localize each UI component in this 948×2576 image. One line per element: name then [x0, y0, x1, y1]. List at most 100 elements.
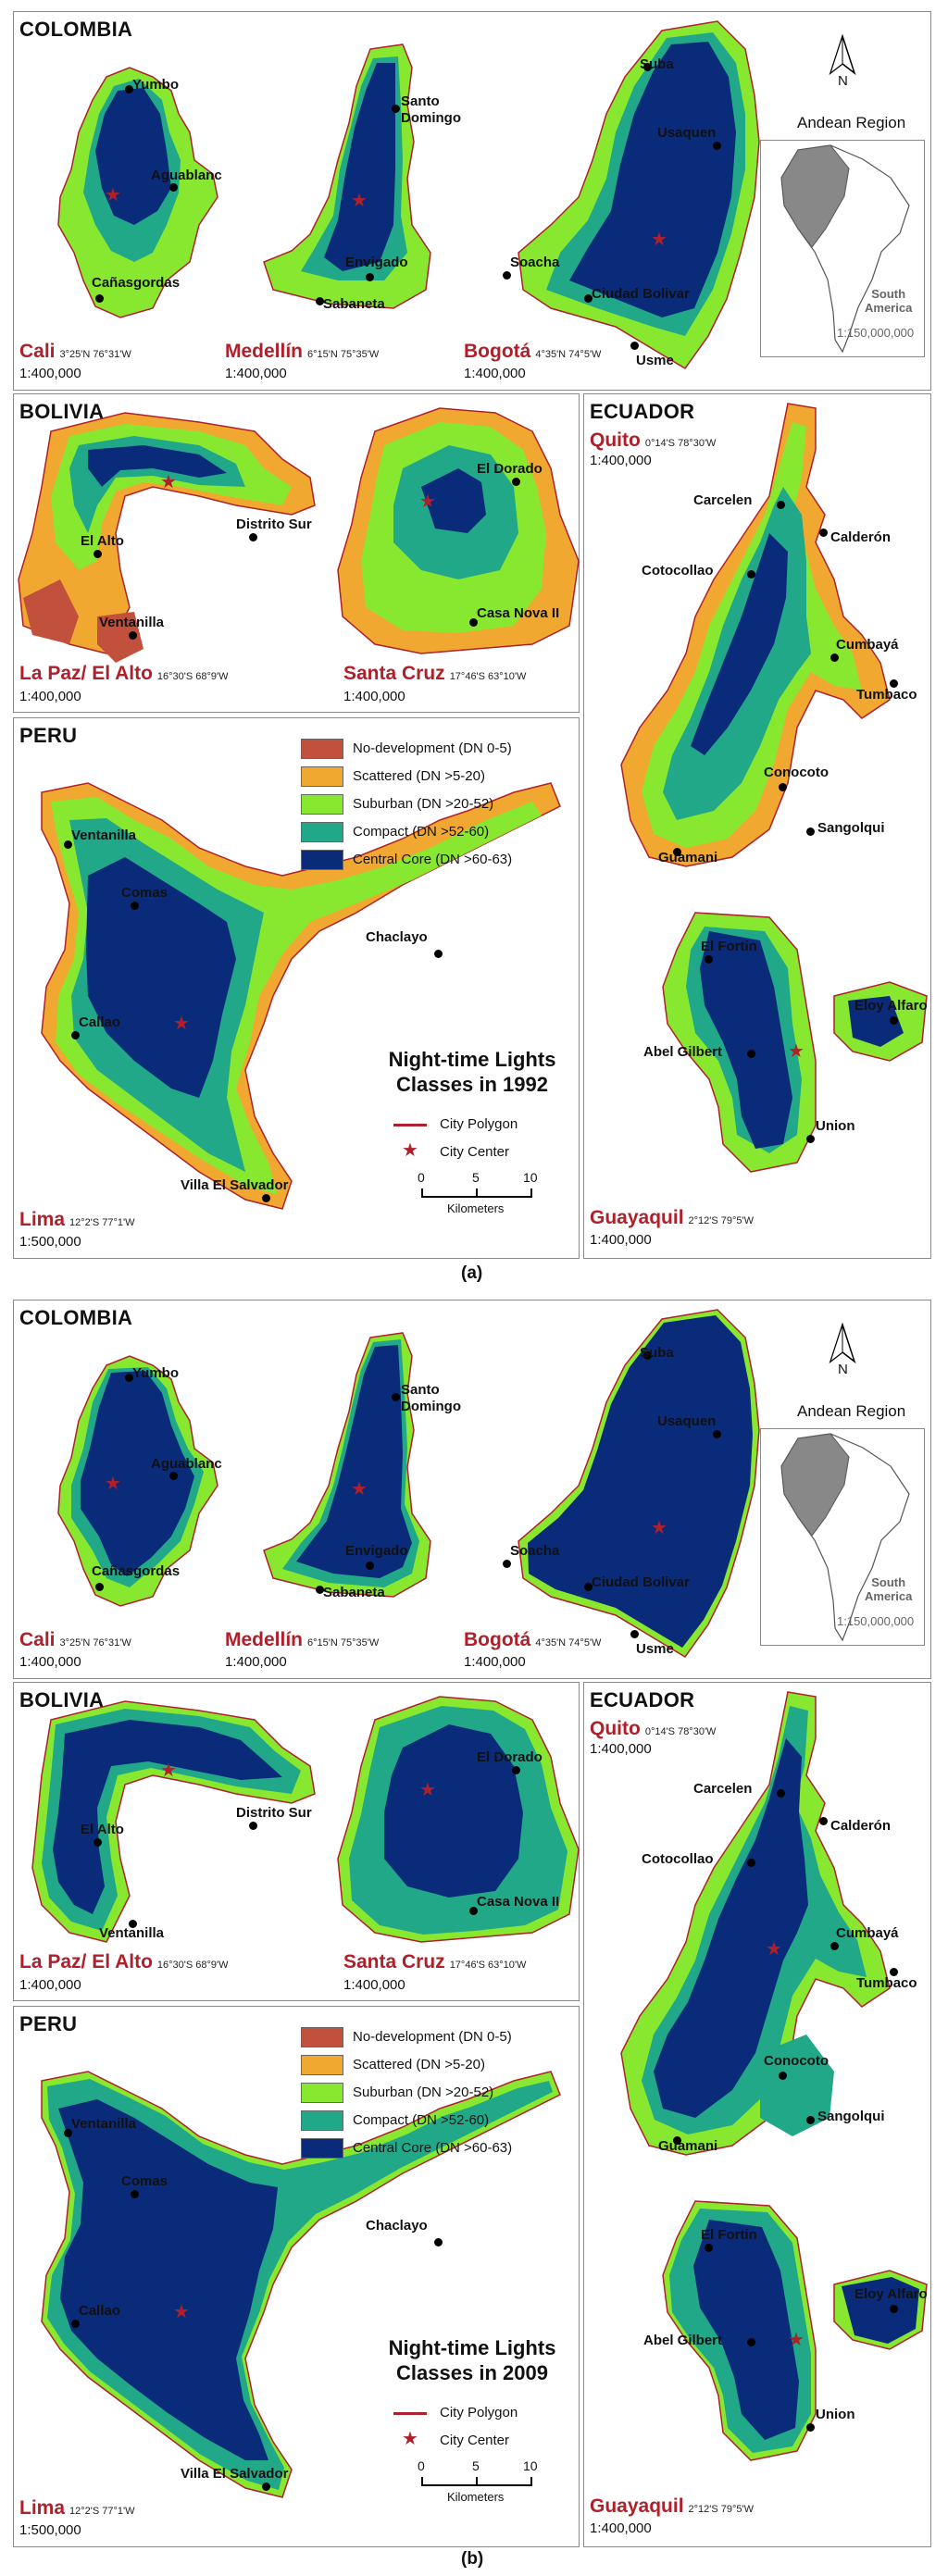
place-label: Carcelen [693, 492, 753, 508]
place-label: Callao [79, 1014, 121, 1030]
place-label: Usme [636, 1641, 674, 1657]
map-scale: 1:500,000 [19, 1234, 81, 1250]
city-point [316, 297, 324, 305]
place-label: Ciudad Bolivar [592, 286, 690, 302]
city-point [806, 828, 815, 836]
city-point [262, 2483, 270, 2491]
city-point [64, 2129, 72, 2137]
place-label: Union [816, 2407, 855, 2422]
scalebar-tick [530, 2477, 532, 2486]
city-name: Cali 3°25'N 76°31'W [19, 341, 131, 362]
map-scale: 1:400,000 [464, 1654, 526, 1670]
place-label: Usaquen [657, 125, 717, 141]
city-point [584, 294, 592, 303]
city-point [169, 1472, 178, 1480]
city-point [512, 478, 520, 486]
city-point [705, 955, 713, 964]
city-center-star: ★ [105, 1474, 121, 1494]
country-title: ECUADOR [590, 1688, 695, 1711]
peru-map [41, 782, 561, 1210]
place-label: Ventanilla [71, 2116, 137, 2132]
place-label: Soacha [510, 1543, 560, 1559]
city-point [777, 501, 785, 509]
city-name: Lima 12°2'S 77°1'W [19, 1209, 135, 1230]
place-label: Ciudad Bolivar [592, 1574, 690, 1590]
place-label: Chaclayo [366, 2218, 428, 2234]
place-label: Aguablanc [151, 168, 222, 183]
place-label: El Fortin [701, 939, 757, 954]
map-scale: 1:400,000 [225, 1654, 287, 1670]
city-point [392, 1393, 400, 1401]
city-point [469, 618, 478, 627]
south-america-outline [780, 1433, 910, 1642]
city-point [131, 902, 139, 910]
polygon-line-icon [393, 1123, 427, 1126]
scalebar-label: 0 [418, 1170, 425, 1185]
figure-caption: (b) [461, 2549, 484, 2569]
legend-item: No-development (DN 0-5) [301, 2027, 512, 2047]
city-name: La Paz/ El Alto 16°30'S 68°9'W [19, 1951, 229, 1972]
place-label: Cumbayá [836, 1925, 899, 1941]
city-name: Quito 0°14'S 78°30'W [590, 429, 717, 451]
legend-city-polygon: City Polygon [393, 2405, 518, 2420]
map-scale: 1:400,000 [464, 366, 526, 381]
city-center-star: ★ [419, 1780, 436, 1800]
place-label: El Dorado [477, 461, 543, 477]
colombia-maps [57, 1309, 760, 1658]
city-center-star: ★ [788, 1041, 805, 1062]
place-label: Abel Gilbert [643, 1044, 723, 1060]
bolivia-maps [18, 407, 580, 663]
place-label: Envigado [345, 1543, 408, 1559]
place-label: Ventanilla [71, 828, 137, 843]
place-label: Sangolqui [817, 2109, 885, 2124]
place-label: Yumbo [132, 1365, 180, 1381]
city-name: Medellín 6°15'N 75°35'W [225, 341, 380, 362]
city-name: Medellín 6°15'N 75°35'W [225, 1629, 380, 1650]
map-title: Night-time Lights Classes in 2009 [388, 2336, 556, 2384]
city-point [643, 1351, 652, 1360]
map-title: Night-time Lights Classes in 1992 [388, 1048, 556, 1096]
country-title: PERU [19, 724, 78, 747]
legend-city-center: ★ City Center [393, 1139, 509, 1162]
legend-swatch-suburban [301, 2083, 343, 2103]
city-point [890, 679, 898, 688]
city-point [705, 2244, 713, 2252]
country-title: BOLIVIA [19, 1688, 105, 1711]
city-name: Guayaquil 2°12'S 79°5'W [590, 2495, 755, 2517]
city-name: Santa Cruz 17°46'S 63°10'W [343, 663, 527, 684]
place-label: Envigado [345, 255, 408, 270]
place-label: Callao [79, 2303, 121, 2319]
legend-item: Compact (DN >52-60) [301, 2110, 489, 2131]
city-name: Guayaquil 2°12'S 79°5'W [590, 1207, 755, 1228]
city-point [747, 1859, 755, 1867]
place-label: Cotocollao [642, 563, 714, 579]
city-point [673, 2136, 681, 2145]
ecuador-panel: ECUADOR Quito 0°14'S 78°30'W 1:400,000 Ca… [583, 393, 931, 1259]
place-label: Sangolqui [817, 820, 885, 836]
place-label: Eloy Alfaro [854, 2286, 928, 2302]
city-name: Quito 0°14'S 78°30'W [590, 1718, 717, 1739]
city-point [747, 570, 755, 579]
place-label: Casa Nova II [477, 605, 560, 621]
north-arrow-icon [829, 1322, 856, 1364]
city-point [830, 1942, 839, 1950]
city-name: La Paz/ El Alto 16°30'S 68°9'W [19, 663, 229, 684]
scalebar: 0 5 10 Kilometers [412, 2458, 551, 2514]
peru-panel: PERU Ventanilla Comas Chaclayo Callao ★ … [13, 717, 580, 1259]
city-name: Lima 12°2'S 77°1'W [19, 2497, 135, 2519]
legend-item: Scattered (DN >5-20) [301, 2055, 485, 2075]
city-point [129, 631, 137, 640]
map-scale: 1:400,000 [343, 689, 405, 704]
star-icon: ★ [402, 1140, 418, 1161]
place-label: Guamani [658, 2138, 718, 2154]
city-point [95, 1583, 104, 1591]
place-label: Sabaneta [323, 296, 385, 312]
map-scale: 1:400,000 [225, 366, 287, 381]
legend-swatch-central-core [301, 850, 343, 870]
city-center-star: ★ [173, 1014, 190, 1034]
city-name: Bogotá 4°35'N 74°5'W [464, 341, 602, 362]
place-label: Comas [121, 885, 168, 901]
city-point [806, 2423, 815, 2432]
scalebar-label: 0 [418, 2458, 425, 2473]
legend-swatch-scattered [301, 766, 343, 787]
